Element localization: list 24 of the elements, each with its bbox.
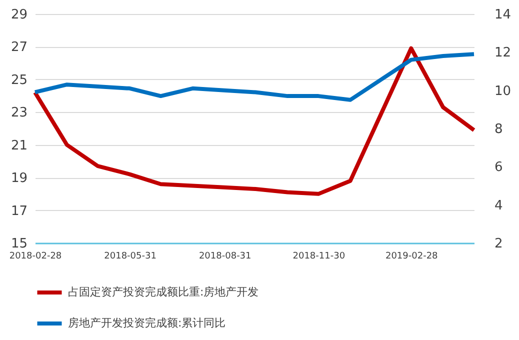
y-tick-label: 29	[10, 8, 28, 22]
y2-tick-label: 12	[494, 46, 512, 61]
y2-tick-label: 6	[494, 160, 503, 176]
y2-tick-label: 2	[494, 236, 503, 252]
x-tick-label: 2019-02-28	[385, 252, 438, 262]
y-tick-label: 21	[10, 138, 28, 154]
y-tick-label: 27	[10, 40, 28, 56]
y-tick-label: 17	[10, 204, 28, 219]
y2-tick-label: 8	[494, 122, 503, 137]
y-tick-label: 25	[10, 72, 28, 88]
y2-tick-label: 10	[494, 84, 512, 99]
line-series	[33, 52, 476, 102]
y2-tick-label: 14	[494, 8, 512, 22]
x-tick-label: 2018-08-31	[198, 252, 252, 262]
legend-label: 占固定资产投资完成额比重:房地产开发	[68, 286, 259, 298]
y-tick-label: 23	[10, 106, 28, 121]
x-tick-label: 2018-02-28	[9, 252, 62, 262]
x-tick-label: 2018-11-30	[292, 252, 346, 262]
y2-tick-label: 4	[494, 198, 503, 214]
x-tick-label: 2018-05-31	[104, 252, 156, 262]
y-tick-label: 19	[10, 171, 28, 186]
line-series	[33, 46, 476, 196]
y-tick-label: 15	[10, 236, 28, 252]
legend-label: 房地产开发投资完成额:累计同比	[68, 316, 226, 330]
